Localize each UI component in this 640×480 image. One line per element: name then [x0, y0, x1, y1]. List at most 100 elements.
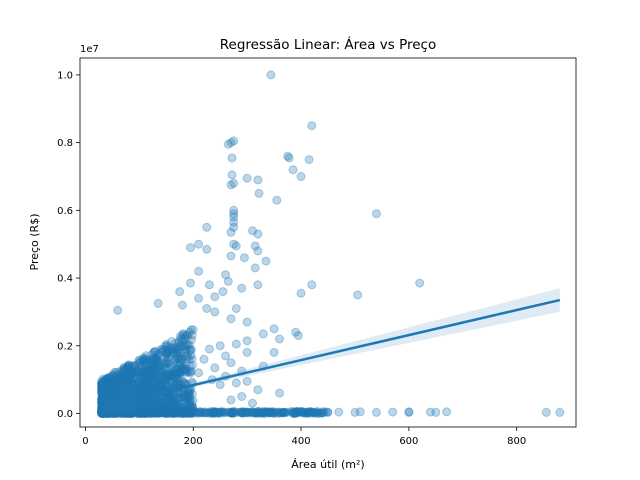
dense-point	[317, 408, 327, 418]
dense-point	[123, 361, 133, 371]
dense-point	[155, 406, 165, 416]
dense-point	[163, 408, 173, 418]
dense-point	[170, 370, 180, 379]
y-tick-label: 0.0	[57, 409, 73, 420]
dense-point	[264, 407, 273, 417]
dense-point	[185, 327, 194, 337]
dense-point	[159, 403, 169, 413]
dense-point	[160, 364, 170, 374]
dense-point	[248, 408, 258, 417]
dense-point	[171, 365, 181, 375]
dense-point	[178, 362, 188, 372]
dense-point	[157, 374, 167, 384]
dense-point	[175, 360, 185, 370]
dense-point	[180, 341, 190, 351]
regression-line-layer	[101, 298, 561, 408]
dense-point	[174, 354, 184, 364]
dense-point	[167, 408, 177, 418]
dense-point	[278, 408, 287, 418]
dense-point	[240, 408, 250, 418]
dense-point	[169, 404, 179, 414]
dense-point	[218, 408, 228, 418]
dense-point	[164, 345, 174, 355]
dense-point	[206, 408, 216, 418]
dense-point	[131, 371, 141, 380]
dense-point	[136, 382, 146, 392]
dense-point	[236, 407, 246, 417]
dense-point	[108, 370, 118, 380]
dense-point	[178, 409, 188, 418]
dense-point	[163, 407, 173, 417]
dense-point	[178, 392, 188, 402]
y-offset-label: 1e7	[80, 44, 99, 55]
dense-point	[153, 359, 163, 368]
dense-point	[142, 408, 152, 418]
dense-point	[145, 356, 155, 366]
dense-point	[171, 354, 181, 364]
dense-point	[114, 373, 124, 383]
dense-point	[142, 407, 151, 417]
dense-point	[256, 408, 266, 418]
dense-point	[184, 408, 194, 417]
dense-point	[183, 403, 193, 413]
dense-point	[156, 394, 166, 404]
dense-point	[287, 407, 297, 416]
dense-point	[142, 374, 152, 384]
dense-point	[307, 407, 317, 417]
dense-point	[186, 325, 196, 335]
dense-point	[173, 400, 183, 410]
dense-point	[150, 346, 160, 356]
dense-point	[177, 364, 187, 374]
dense-point	[140, 376, 150, 386]
dense-point	[139, 378, 149, 388]
dense-point	[161, 358, 171, 368]
dense-point	[268, 407, 277, 417]
scatter-point	[404, 407, 414, 417]
dense-point	[183, 392, 193, 402]
dense-point	[160, 373, 170, 383]
dense-point	[178, 407, 188, 416]
dense-point	[175, 394, 185, 404]
dense-point	[162, 359, 172, 369]
dense-point	[167, 372, 177, 382]
dense-point	[140, 408, 150, 418]
scatter-point	[223, 276, 233, 286]
dense-point	[140, 408, 150, 418]
scatter-point	[218, 287, 228, 297]
dense-point	[266, 407, 275, 417]
dense-point	[119, 363, 129, 373]
dense-point	[161, 375, 171, 385]
dense-point	[160, 370, 170, 380]
dense-point	[156, 371, 166, 380]
dense-point	[180, 389, 190, 399]
dense-point	[152, 406, 162, 416]
dense-point	[211, 407, 221, 417]
dense-point	[119, 365, 129, 375]
dense-point	[116, 370, 126, 380]
dense-point	[121, 372, 131, 382]
dense-point	[250, 408, 260, 418]
dense-point	[184, 405, 194, 415]
dense-point	[180, 345, 190, 355]
dense-point	[183, 407, 193, 417]
dense-point	[162, 339, 172, 349]
scatter-point	[226, 227, 236, 237]
dense-point	[138, 355, 148, 365]
dense-point	[211, 407, 221, 417]
dense-point	[146, 370, 156, 380]
dense-point	[259, 407, 269, 417]
dense-point	[153, 361, 163, 370]
dense-point	[272, 407, 282, 417]
dense-point	[163, 371, 173, 381]
dense-point	[308, 408, 318, 418]
dense-point	[160, 374, 170, 384]
dense-point	[208, 408, 218, 418]
dense-point	[165, 408, 175, 418]
dense-point	[166, 407, 176, 417]
dense-point	[144, 365, 154, 375]
dense-point	[140, 374, 150, 384]
plot-frame	[79, 57, 577, 428]
dense-point	[141, 408, 151, 418]
dense-point	[131, 374, 141, 384]
dense-point	[182, 354, 192, 364]
